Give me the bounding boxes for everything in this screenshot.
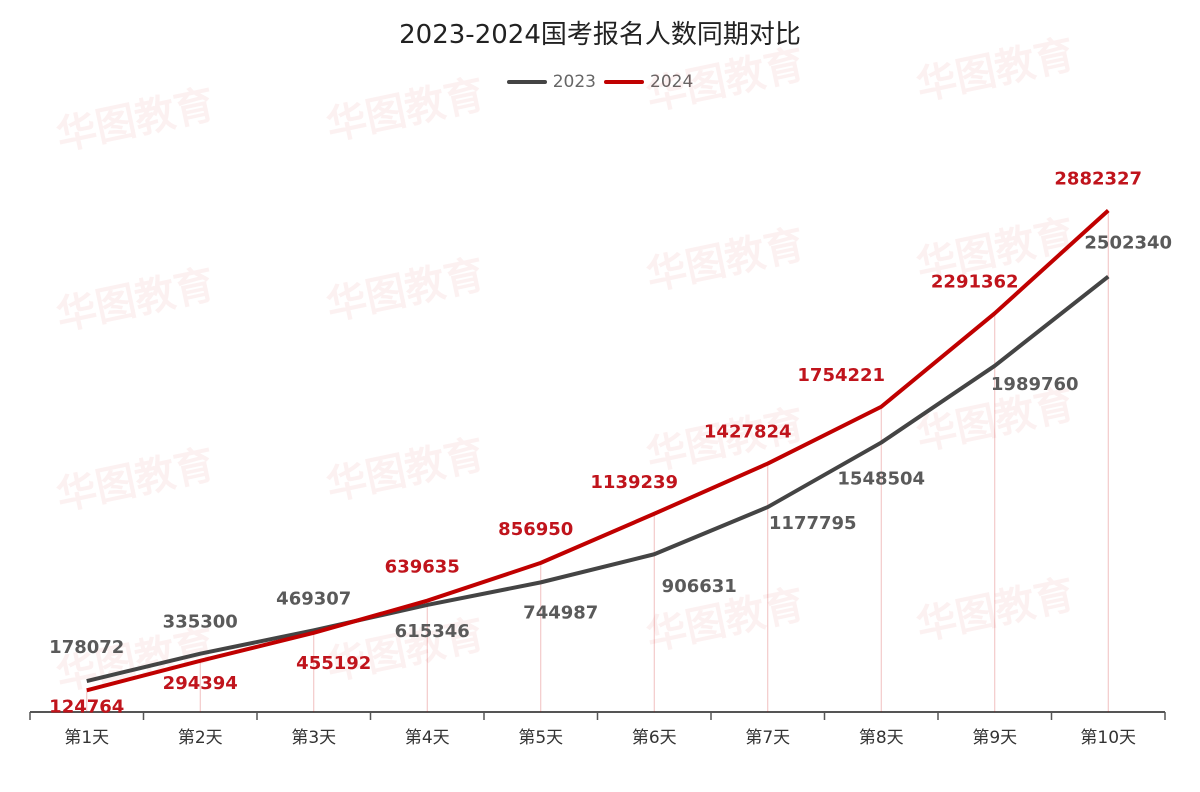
watermark: 华图教育 [323, 252, 489, 330]
x-axis-tick-label: 第8天 [859, 728, 904, 748]
data-label-2024: 639635 [385, 557, 460, 578]
data-label-2024: 2882327 [1054, 168, 1142, 189]
data-label-2023: 178072 [49, 637, 124, 658]
watermark: 华图教育 [643, 42, 809, 120]
x-axis-tick-label: 第6天 [632, 728, 677, 748]
data-label-2024: 1427824 [704, 422, 792, 443]
watermark: 华图教育 [53, 82, 219, 160]
watermark: 华图教育 [643, 222, 809, 300]
data-label-2023: 1548504 [837, 469, 925, 490]
data-label-2024: 856950 [498, 519, 573, 540]
watermark: 华图教育 [53, 262, 219, 340]
x-axis-tick-label: 第10天 [1080, 728, 1136, 748]
watermark: 华图教育 [323, 432, 489, 510]
x-axis-tick-label: 第5天 [518, 728, 563, 748]
watermark: 华图教育 [913, 32, 1079, 110]
series-line-2023[interactable] [86, 275, 1110, 683]
legend: 2023 2024 [0, 72, 1200, 92]
data-label-2023: 2502340 [1084, 233, 1172, 254]
watermark: 华图教育 [913, 572, 1079, 650]
data-label-2024: 455192 [296, 653, 371, 674]
data-label-2023: 906631 [662, 576, 737, 597]
legend-item-2023[interactable]: 2023 [506, 72, 596, 92]
data-label-2023: 469307 [276, 588, 351, 609]
watermark: 华图教育 [53, 442, 219, 520]
data-label-2024: 1139239 [590, 472, 678, 493]
legend-swatch-2024 [604, 80, 644, 84]
x-axis-tick-label: 第7天 [745, 728, 790, 748]
series-line-2024[interactable] [86, 208, 1110, 693]
chart-title: 2023-2024国考报名人数同期对比 [399, 20, 801, 50]
x-axis-tick-label: 第1天 [64, 728, 109, 748]
x-axis-tick-label: 第2天 [178, 728, 223, 748]
x-axis-tick-label: 第3天 [291, 728, 336, 748]
data-label-2023: 1177795 [769, 513, 857, 534]
data-label-2023: 335300 [163, 612, 238, 633]
legend-label-2023: 2023 [552, 72, 596, 92]
legend-swatch-2023 [506, 80, 547, 84]
data-label-2024: 124764 [49, 696, 124, 717]
data-label-2024: 294394 [163, 673, 238, 694]
data-label-2023: 615346 [395, 621, 470, 642]
data-label-2024: 2291362 [931, 271, 1019, 292]
x-axis-tick-label: 第4天 [405, 728, 450, 748]
data-label-2024: 1754221 [797, 365, 885, 386]
data-label-2023: 744987 [523, 602, 598, 623]
legend-label-2024: 2024 [650, 72, 694, 92]
legend-item-2024[interactable]: 2024 [604, 72, 693, 92]
watermark: 华图教育 [323, 72, 489, 150]
x-axis-tick-label: 第9天 [972, 728, 1017, 748]
data-label-2023: 1989760 [991, 374, 1079, 395]
